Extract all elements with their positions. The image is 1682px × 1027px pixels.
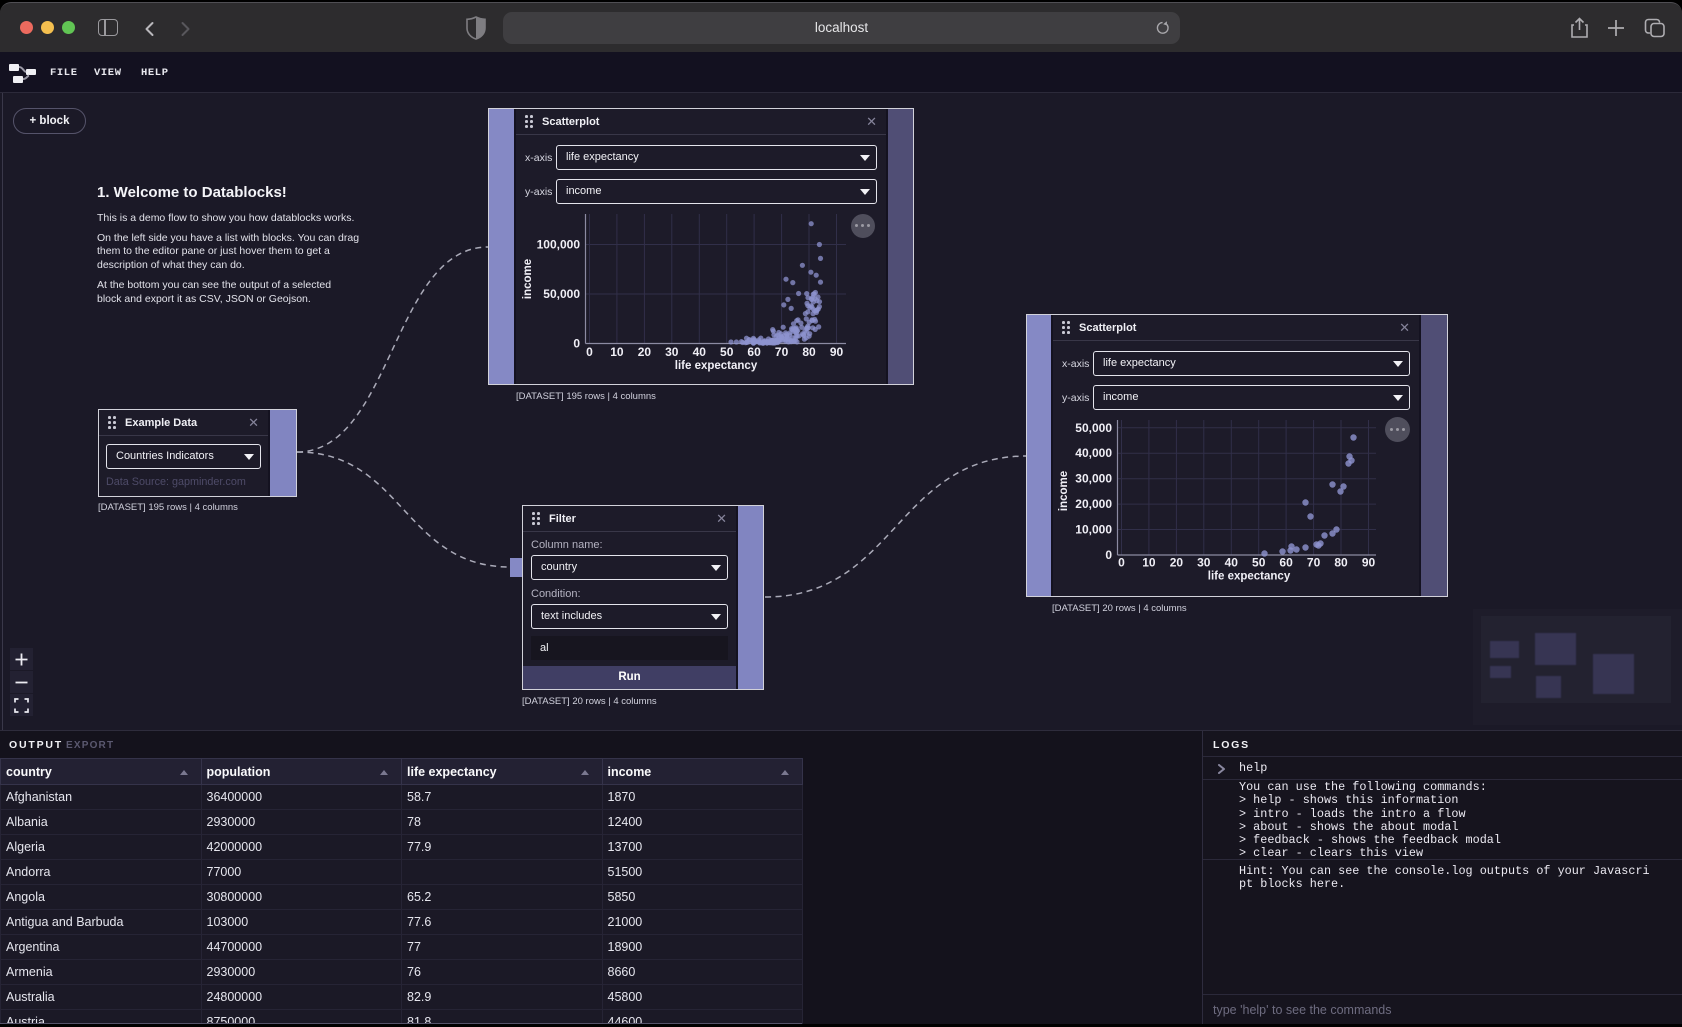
svg-text:70: 70 (775, 345, 789, 359)
svg-text:0: 0 (1118, 556, 1125, 570)
svg-text:10: 10 (1142, 556, 1156, 570)
svg-text:30: 30 (665, 345, 679, 359)
svg-text:50: 50 (1252, 556, 1266, 570)
svg-text:40,000: 40,000 (1075, 446, 1112, 460)
svg-text:40: 40 (1225, 556, 1239, 570)
svg-text:income: income (522, 259, 534, 299)
svg-text:40: 40 (693, 345, 707, 359)
svg-text:0: 0 (586, 345, 593, 359)
svg-text:70: 70 (1307, 556, 1321, 570)
svg-text:60: 60 (1279, 556, 1293, 570)
svg-text:income: income (1058, 471, 1070, 511)
svg-text:20,000: 20,000 (1075, 497, 1112, 511)
svg-text:50: 50 (720, 345, 734, 359)
svg-text:0: 0 (573, 337, 580, 351)
svg-text:100,000: 100,000 (537, 238, 581, 252)
svg-text:90: 90 (830, 345, 844, 359)
svg-text:30,000: 30,000 (1075, 472, 1112, 486)
svg-text:life expectancy: life expectancy (1208, 571, 1291, 583)
svg-text:50,000: 50,000 (543, 287, 580, 301)
svg-text:10,000: 10,000 (1075, 523, 1112, 537)
svg-text:life expectancy: life expectancy (675, 360, 758, 372)
svg-text:20: 20 (1170, 556, 1184, 570)
svg-text:50,000: 50,000 (1075, 421, 1112, 435)
svg-text:80: 80 (1334, 556, 1348, 570)
svg-text:20: 20 (638, 345, 652, 359)
svg-text:90: 90 (1362, 556, 1376, 570)
svg-text:80: 80 (802, 345, 816, 359)
svg-text:30: 30 (1197, 556, 1211, 570)
svg-text:10: 10 (610, 345, 624, 359)
svg-text:0: 0 (1105, 548, 1112, 562)
svg-text:60: 60 (747, 345, 761, 359)
